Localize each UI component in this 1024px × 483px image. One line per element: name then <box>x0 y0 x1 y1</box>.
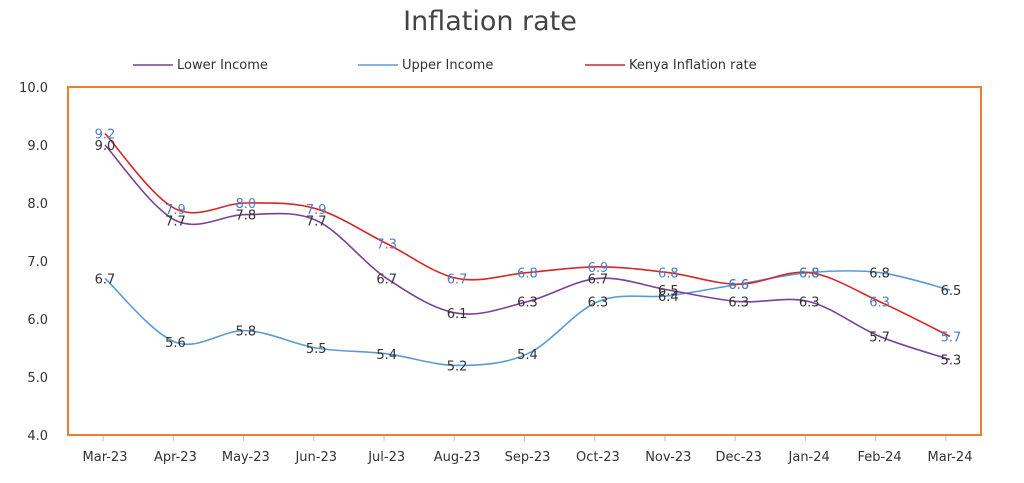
data-label-upper-income: 6.6 <box>728 278 749 293</box>
x-tick-label: Jan-24 <box>788 450 830 465</box>
data-label-kenya-inflation-rate: 6.8 <box>658 267 679 282</box>
data-label-upper-income: 5.4 <box>517 348 538 363</box>
data-label-kenya-inflation-rate: 8.0 <box>235 197 256 212</box>
data-label-kenya-inflation-rate: 6.9 <box>588 261 609 276</box>
data-label-kenya-inflation-rate: 5.7 <box>941 330 962 345</box>
x-tick-label: May-23 <box>222 450 270 465</box>
data-label-lower-income: 6.5 <box>658 284 679 299</box>
data-label-upper-income: 5.8 <box>235 325 256 340</box>
data-label-upper-income: 6.4 <box>658 290 679 305</box>
plot-area-border <box>67 86 982 436</box>
data-label-upper-income: 5.4 <box>376 348 397 363</box>
y-tick-label: 8.0 <box>27 197 48 212</box>
data-label-lower-income: 6.3 <box>728 296 749 311</box>
x-tick-label: Mar-23 <box>83 450 128 465</box>
data-label-lower-income: 6.1 <box>447 307 468 322</box>
data-label-kenya-inflation-rate: 6.3 <box>869 296 890 311</box>
data-label-kenya-inflation-rate: 7.3 <box>376 238 397 253</box>
x-tick-label: Apr-23 <box>154 450 197 465</box>
x-tick-label: Feb-24 <box>857 450 901 465</box>
y-tick-label: 5.0 <box>27 371 48 386</box>
data-label-lower-income: 6.7 <box>376 272 397 287</box>
data-label-lower-income: 7.7 <box>165 214 186 229</box>
data-label-upper-income: 6.8 <box>869 267 890 282</box>
data-label-lower-income: 6.7 <box>588 272 609 287</box>
data-labels-group: 6.7 5.6 5.8 5.5 5.4 5.2 5.4 6.3 6.4 6.6 6.8 6.8 6.5 9… <box>95 127 962 374</box>
y-tick-label: 9.0 <box>27 139 48 154</box>
data-label-lower-income: 7.8 <box>235 209 256 224</box>
data-label-upper-income: 6.5 <box>941 284 962 299</box>
data-label-lower-income: 5.7 <box>869 330 890 345</box>
data-label-kenya-inflation-rate: 6.7 <box>447 272 468 287</box>
y-tick-label: 4.0 <box>27 429 48 444</box>
data-label-lower-income: 6.3 <box>799 296 820 311</box>
y-tick-label: 10.0 <box>19 81 48 96</box>
data-label-kenya-inflation-rate: 7.9 <box>165 203 186 218</box>
data-label-lower-income: 7.7 <box>306 214 327 229</box>
legend-label-upper-income: Upper Income <box>402 58 493 73</box>
data-label-kenya-inflation-rate: 7.9 <box>306 203 327 218</box>
data-label-kenya-inflation-rate: 6.8 <box>799 267 820 282</box>
series-group <box>104 132 951 367</box>
data-label-upper-income: 6.3 <box>588 296 609 311</box>
x-tick-label: Oct-23 <box>576 450 620 465</box>
data-label-upper-income: 5.6 <box>165 336 186 351</box>
x-tick-label: Mar-24 <box>928 450 973 465</box>
data-label-lower-income: 5.3 <box>941 354 962 369</box>
x-axis: Mar-23 Apr-23 May-23 Jun-23 Jul-23 Aug-23 Sep-… <box>83 435 973 465</box>
y-tick-label: 6.0 <box>27 313 48 328</box>
x-tick-label: Jul-23 <box>367 450 405 465</box>
data-label-lower-income: 9.0 <box>95 139 116 154</box>
legend-label-kenya-inflation-rate: Kenya Inflation rate <box>629 58 757 73</box>
series-line-kenya-inflation-rate <box>104 132 951 338</box>
chart-title: Inflation rate <box>403 6 577 37</box>
data-label-kenya-inflation-rate: 9.2 <box>95 127 116 142</box>
data-label-upper-income: 5.2 <box>447 359 468 374</box>
series-line-lower-income <box>104 144 951 361</box>
x-tick-label: Sep-23 <box>505 450 551 465</box>
data-label-kenya-inflation-rate: 6.8 <box>517 267 538 282</box>
data-label-lower-income: 6.3 <box>517 296 538 311</box>
x-tick-label: Dec-23 <box>716 450 762 465</box>
x-tick-label: Aug-23 <box>434 450 481 465</box>
data-label-upper-income: 5.5 <box>306 342 327 357</box>
y-tick-label: 7.0 <box>27 255 48 270</box>
legend-label-lower-income: Lower Income <box>177 58 268 73</box>
data-label-upper-income: 6.7 <box>95 272 116 287</box>
data-label-upper-income: 6.8 <box>799 267 820 282</box>
x-tick-label: Nov-23 <box>645 450 691 465</box>
data-label-kenya-inflation-rate: 6.6 <box>728 278 749 293</box>
y-axis: 4.0 5.0 6.0 7.0 8.0 9.0 10.0 <box>19 81 48 444</box>
legend: Lower Income Upper Income Kenya Inflation … <box>133 58 757 73</box>
x-tick-label: Jun-23 <box>294 450 337 465</box>
